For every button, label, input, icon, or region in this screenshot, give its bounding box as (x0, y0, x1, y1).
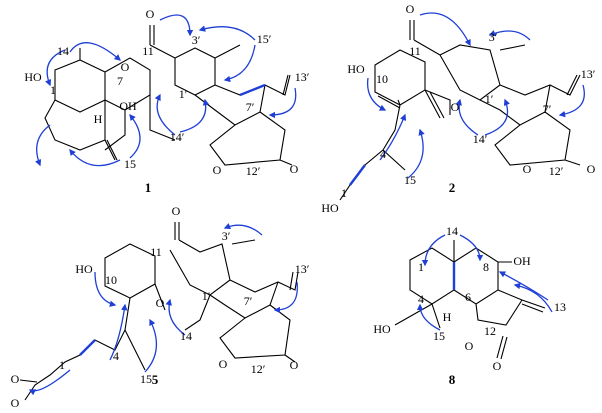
atom-label: 6 (465, 290, 471, 304)
atom-label: O (290, 162, 299, 176)
atom-label: 13′ (295, 70, 310, 84)
compound-label: 1 (145, 180, 152, 195)
atom-label: OH (119, 99, 137, 113)
atom-label: HO (373, 322, 391, 336)
atom-label: 1 (59, 358, 65, 372)
atom-label: O (213, 163, 222, 177)
atom-label: 7 (117, 74, 123, 88)
atom-label: 15 (140, 372, 152, 386)
atom-label: O (406, 2, 415, 16)
atom-label: 14′ (170, 130, 185, 144)
atom-label: 15′ (257, 32, 272, 46)
atom-label: 7′ (246, 100, 255, 114)
atom-label: 7′ (543, 102, 552, 116)
atom-label: 10 (376, 72, 388, 86)
atom-label: O (156, 296, 165, 310)
structure-1-hmbc (35, 14, 297, 167)
atom-label: 8 (483, 260, 489, 274)
atom-label: 3′ (192, 33, 201, 47)
atom-label: 4 (418, 292, 424, 306)
atom-label: 11 (409, 44, 421, 58)
atom-label: O (121, 60, 130, 74)
structure-8-hmbc (416, 234, 553, 331)
atom-label: O (11, 396, 20, 410)
structure-5-hmbc (28, 223, 298, 396)
atom-label: O (587, 162, 596, 176)
atom-label: 7′ (244, 294, 253, 308)
atom-label: 4 (113, 349, 119, 363)
atom-label: 15 (124, 157, 136, 171)
atom-label: 13 (554, 300, 566, 314)
compound-label: 2 (449, 180, 456, 195)
atom-label: H (94, 112, 103, 126)
atom-label: 13′ (581, 67, 596, 81)
atom-label: O (451, 100, 460, 114)
structure-8-bonds (394, 240, 546, 360)
atom-label: O (11, 372, 20, 386)
atom-label: 1′ (485, 92, 494, 106)
atom-label: 14 (446, 224, 458, 238)
atom-label: O (523, 162, 532, 176)
atom-label: HO (321, 201, 339, 215)
structure-2-bonds (339, 20, 581, 201)
atom-label: HO (24, 70, 42, 84)
atom-label: 14′ (473, 132, 488, 146)
atom-label: 13′ (295, 262, 310, 276)
atom-label: 11 (142, 44, 154, 58)
atom-label: HO (347, 62, 365, 76)
atom-label: 12 (484, 324, 496, 338)
compound-label: 5 (152, 372, 159, 387)
atom-label: 12′ (251, 362, 266, 376)
structure-8-labels: 14 1 8 OH 4 6 H 13 HO 12 15 O O 8 (373, 224, 566, 387)
atom-label: H (443, 310, 452, 324)
structure-5-labels: O 3′ 11 13′ HO 10 1′ 7′ O 4 15 14 O 12′ … (11, 204, 310, 410)
atom-label: 11 (150, 245, 162, 259)
atom-label: 4 (380, 147, 386, 161)
atom-label: O (465, 339, 474, 353)
atom-label: 1 (50, 83, 56, 97)
atom-label: HO (75, 262, 93, 276)
atom-label: OH (513, 254, 531, 268)
atom-label: 14 (57, 44, 69, 58)
atom-label: 1 (341, 186, 347, 200)
atom-label: 3′ (489, 30, 498, 44)
structure-1-labels: O 15′ 3′ 11 14 O 7 HO 1 13′ 1′ OH H 7′ 1… (24, 7, 309, 195)
atom-label: 1′ (202, 289, 211, 303)
structure-2-labels: O 3′ 11 HO 10 13′ 1′ O 7′ 4 14′ 15 O 12′… (321, 2, 595, 215)
atom-label: O (172, 204, 181, 218)
atom-label: 15 (404, 173, 416, 187)
atom-label: 14 (180, 329, 192, 343)
atom-label: O (219, 357, 228, 371)
atom-label: 12′ (246, 164, 261, 178)
compound-label: 8 (449, 372, 456, 387)
atom-label: O (290, 358, 299, 372)
structure-2-hmbc (349, 12, 585, 186)
atom-label: O (493, 359, 502, 373)
structure-5-bonds (19, 222, 299, 401)
atom-label: 12′ (549, 164, 564, 178)
atom-label: 15 (433, 329, 445, 343)
atom-label: 3′ (222, 229, 231, 243)
atom-label: O (146, 7, 155, 21)
atom-label: 10 (105, 273, 117, 287)
atom-label: 1 (418, 260, 424, 274)
atom-label: 1′ (179, 87, 188, 101)
